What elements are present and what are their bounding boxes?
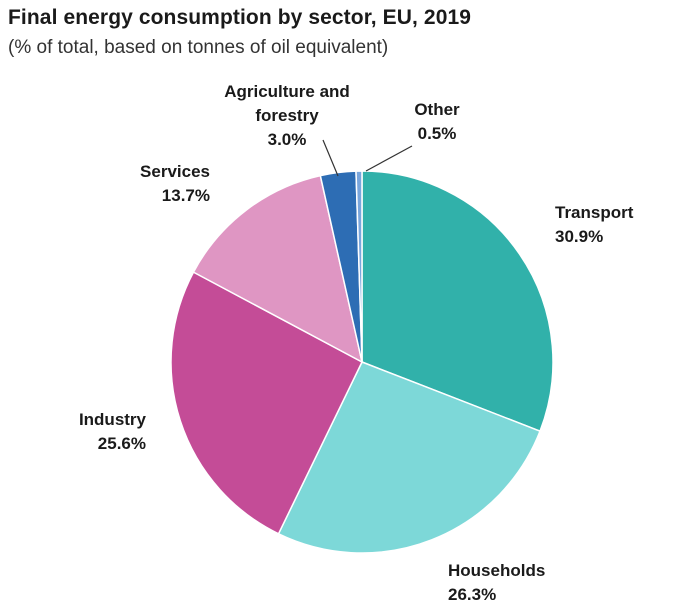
leader-line-other — [365, 145, 413, 172]
slice-label-households: Households 26.3% — [448, 561, 545, 604]
slice-label-other: Other 0.5% — [414, 100, 460, 143]
chart-title: Final energy consumption by sector, EU, … — [8, 6, 472, 29]
slice-label-industry: Industry 25.6% — [79, 410, 147, 453]
slice-label-agriculture-and-forestry: Agriculture and forestry 3.0% — [224, 82, 350, 149]
pie-slice-other — [355, 170, 363, 363]
pie-slice-households — [277, 361, 542, 554]
slice-label-services: Services 13.7% — [140, 162, 210, 205]
leader-line-agriculture-and-forestry — [322, 139, 339, 177]
pie-slice-industry — [170, 271, 363, 535]
pie-slice-transport — [361, 170, 554, 433]
chart-subtitle: (% of total, based on tonnes of oil equi… — [8, 37, 389, 58]
slice-label-transport: Transport 30.9% — [555, 203, 634, 246]
pie-slice-services — [192, 174, 364, 364]
